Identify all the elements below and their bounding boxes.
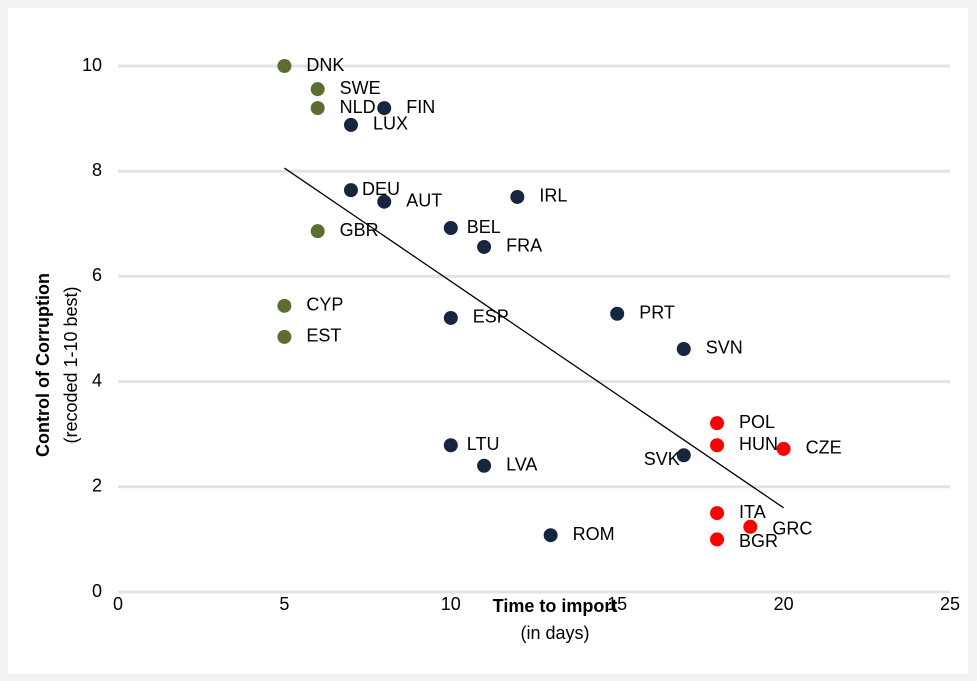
- point: [343, 183, 358, 198]
- point: [277, 59, 292, 73]
- point: [776, 441, 791, 456]
- point: [377, 194, 392, 209]
- x-tick-label: 20: [774, 594, 794, 614]
- point: [310, 82, 325, 97]
- point-label: POL: [739, 412, 775, 432]
- point: [443, 438, 458, 453]
- point: [710, 416, 725, 431]
- x-tick-label: 25: [940, 594, 960, 614]
- point-label: CYP: [306, 295, 343, 315]
- point: [443, 310, 458, 325]
- point-label: ROM: [573, 524, 615, 544]
- point-label: GRC: [772, 519, 812, 539]
- point: [377, 101, 392, 116]
- x-axis-title: Time to import: [493, 596, 618, 616]
- point-label: PRT: [639, 302, 675, 322]
- point: [277, 298, 292, 313]
- point-label: DEU: [362, 179, 400, 199]
- trend-line: [284, 167, 784, 509]
- point: [277, 329, 292, 344]
- x-tick-label: 5: [279, 594, 289, 614]
- point-label: AUT: [406, 190, 442, 210]
- point-label: LVA: [506, 455, 537, 475]
- point: [743, 519, 758, 534]
- point: [477, 239, 492, 254]
- point-label: SVN: [706, 338, 743, 358]
- point: [676, 341, 691, 356]
- point: [443, 221, 458, 236]
- point-label: ESP: [473, 307, 509, 327]
- point-label: HUN: [739, 434, 778, 454]
- point: [710, 438, 725, 453]
- point-label: FIN: [406, 97, 435, 117]
- point: [477, 458, 492, 473]
- x-tick-label: 15: [607, 594, 627, 614]
- point-label: SWE: [340, 78, 381, 98]
- point-label: DNK: [306, 55, 344, 75]
- point-label: BGR: [739, 531, 778, 551]
- point-label: LTU: [467, 434, 500, 454]
- x-tick-label: 0: [113, 594, 123, 614]
- point: [543, 528, 558, 543]
- point-label: FRA: [506, 236, 542, 256]
- point: [710, 532, 725, 547]
- point: [310, 101, 325, 116]
- point-label: BEL: [467, 217, 501, 237]
- y-tick-label: 8: [92, 160, 102, 180]
- y-tick-label: 2: [92, 476, 102, 496]
- x-axis-subtitle: (in days): [520, 623, 589, 643]
- point-label: GBR: [340, 220, 379, 240]
- point: [343, 117, 358, 132]
- y-axis-title: Control of Corruption: [33, 273, 53, 457]
- point: [610, 306, 625, 321]
- y-tick-label: 10: [82, 55, 102, 75]
- y-axis-subtitle: (recoded 1-10 best): [61, 286, 81, 443]
- plot-background: [8, 8, 968, 674]
- y-tick-label: 0: [92, 581, 102, 601]
- point: [510, 189, 525, 204]
- point-label: IRL: [539, 186, 567, 206]
- point: [310, 224, 325, 239]
- y-tick-label: 6: [92, 265, 102, 285]
- point: [676, 448, 691, 463]
- point-label: EST: [306, 326, 341, 346]
- point-label: CZE: [806, 438, 842, 458]
- x-tick-label: 10: [441, 594, 461, 614]
- point-label: NLD: [340, 97, 376, 117]
- point-label: LUX: [373, 114, 408, 134]
- y-tick-label: 4: [92, 370, 102, 390]
- point: [710, 506, 725, 521]
- point-label: ITA: [739, 502, 766, 522]
- point-label: SVK: [644, 449, 680, 469]
